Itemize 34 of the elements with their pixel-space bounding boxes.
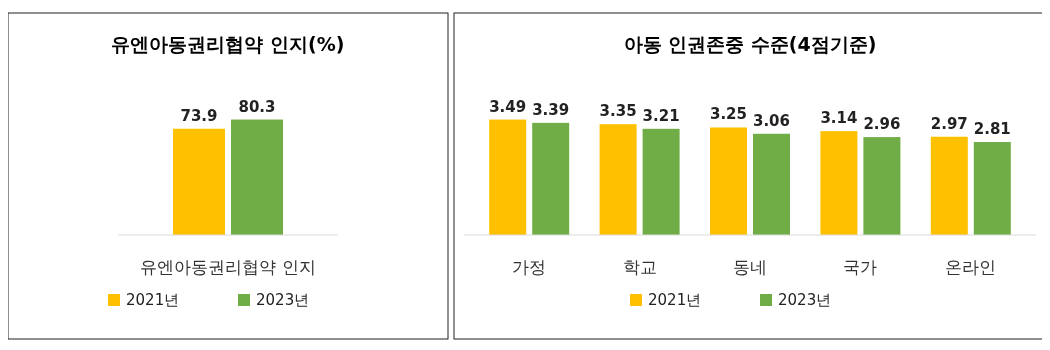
- x-tick-label: 가정: [512, 257, 547, 277]
- data-label: 3.14: [820, 109, 858, 128]
- data-label: 80.3: [238, 97, 276, 116]
- x-tick-label: 온라인: [945, 257, 997, 277]
- bar: [863, 137, 901, 235]
- chart-title: 아동 인권존중 수준(4점기준): [623, 33, 877, 55]
- legend-label: 2021년: [126, 291, 180, 309]
- x-tick-label: 국가: [843, 257, 878, 277]
- bar: [820, 131, 858, 235]
- legend-label: 2023년: [778, 291, 832, 309]
- data-label: 3.06: [752, 111, 791, 130]
- data-label: 3.49: [489, 97, 527, 116]
- bar: [599, 124, 637, 235]
- data-label: 3.39: [532, 100, 570, 119]
- data-label: 2.97: [930, 114, 968, 133]
- chart-title: 유엔아동권리협약 인지(%): [111, 33, 345, 55]
- legend-label: 2023년: [256, 291, 310, 309]
- bar: [973, 142, 1011, 235]
- data-label: 2.96: [863, 115, 901, 134]
- x-tick-label: 유엔아동권리협약 인지: [140, 257, 316, 277]
- data-label: 2.81: [973, 120, 1011, 139]
- bar: [532, 122, 570, 235]
- bar: [642, 128, 680, 235]
- data-label: 73.9: [180, 106, 218, 125]
- bar: [489, 119, 527, 235]
- bar: [753, 133, 790, 235]
- legend-label: 2021년: [648, 291, 702, 309]
- data-label: 3.35: [599, 102, 637, 121]
- x-tick-label: 학교: [622, 257, 657, 277]
- data-label: 3.21: [642, 106, 680, 125]
- bar: [710, 127, 747, 235]
- bar: [930, 136, 968, 235]
- data-label: 3.25: [709, 105, 748, 124]
- x-tick-label: 동네: [733, 257, 767, 277]
